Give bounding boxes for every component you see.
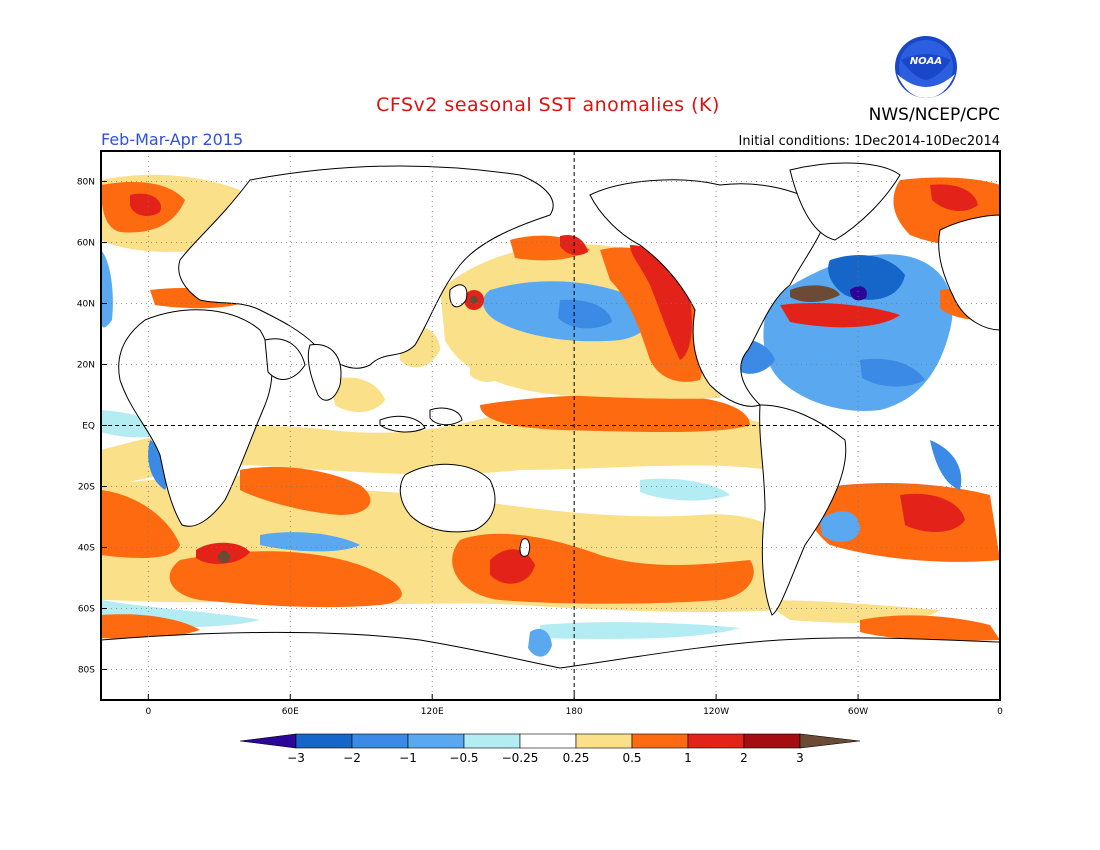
lon-tick-label: 120W — [703, 707, 729, 717]
lon-tick-label: 120E — [421, 707, 444, 717]
colorbar-swatch — [743, 733, 801, 749]
noaa-logo-icon: NOAA — [895, 36, 957, 98]
chart-title: CFSv2 seasonal SST anomalies (K) — [376, 94, 720, 116]
colorbar-label: 3 — [796, 751, 804, 765]
colorbar-label: −1 — [399, 751, 417, 765]
colorbar-label: −0.5 — [449, 751, 478, 765]
agency-label: NWS/NCEP/CPC — [869, 105, 1000, 125]
lat-tick-label: 40N — [77, 300, 95, 310]
sst-map — [101, 151, 1000, 700]
colorbar-label: 0.25 — [563, 751, 590, 765]
lat-tick-label: 60S — [78, 605, 95, 615]
colorbar-swatch — [687, 733, 745, 749]
lat-lon-grid — [101, 151, 1000, 700]
colorbar-label: 0.5 — [622, 751, 641, 765]
colorbar: −3 −2 −1 −0.5 −0.25 0.25 0.5 1 2 3 — [239, 733, 861, 765]
lon-tick-label: 0 — [145, 707, 151, 717]
colorbar-label: 1 — [684, 751, 692, 765]
lon-tick-label: 60W — [848, 707, 868, 717]
colorbar-label: 2 — [740, 751, 748, 765]
colorbar-swatch — [351, 733, 409, 749]
lat-tick-label: 20S — [78, 483, 95, 493]
continents — [101, 162, 1000, 700]
colorbar-swatch — [407, 733, 465, 749]
colorbar-label: −0.25 — [502, 751, 539, 765]
lon-tick-label: 180 — [566, 707, 583, 717]
lat-tick-label: 60N — [77, 239, 95, 249]
map-axes: 80N 60N 40N 20N EQ 20S 40S 60S 80S 0 60E 120E 180 120… — [77, 178, 1003, 718]
lon-tick-label: 60E — [282, 707, 299, 717]
lat-tick-label: 40S — [78, 544, 95, 554]
colorbar-swatch — [519, 733, 577, 749]
colorbar-label: −2 — [343, 751, 361, 765]
lat-tick-label: EQ — [82, 422, 95, 432]
lat-tick-label: 80N — [77, 178, 95, 188]
colorbar-swatch — [295, 733, 353, 749]
colorbar-swatch — [631, 733, 689, 749]
colorbar-min-triangle — [239, 733, 297, 749]
svg-text:NOAA: NOAA — [910, 56, 942, 67]
colorbar-swatch — [463, 733, 521, 749]
lon-tick-label: 0 — [997, 707, 1003, 717]
colorbar-max-triangle — [799, 733, 861, 749]
lat-tick-label: 80S — [78, 666, 95, 676]
initial-conditions: Initial conditions: 1Dec2014-10Dec2014 — [739, 134, 1000, 149]
colorbar-label: −3 — [287, 751, 305, 765]
forecast-period: Feb-Mar-Apr 2015 — [101, 130, 243, 149]
colorbar-swatch — [575, 733, 633, 749]
lat-tick-label: 20N — [77, 361, 95, 371]
